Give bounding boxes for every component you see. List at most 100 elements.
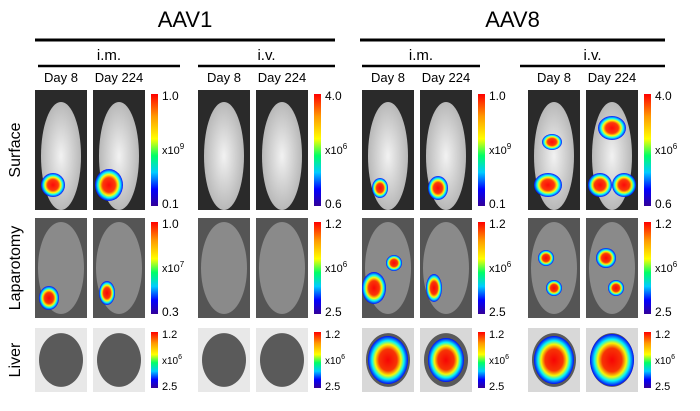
scale-max: 4.0	[325, 89, 342, 103]
scale-min: 2.5	[325, 381, 340, 393]
scale-unit: x106	[655, 142, 678, 157]
signal	[546, 280, 562, 296]
scale-exp: 6	[343, 260, 348, 269]
scale-base: x10	[489, 145, 507, 157]
scale-max: 4.0	[655, 89, 672, 103]
scale-unit: x109	[489, 142, 512, 157]
signal	[372, 178, 388, 198]
scale-max: 1.2	[655, 329, 670, 341]
mouse-body	[204, 102, 244, 210]
scale-base: x10	[162, 356, 179, 367]
day-label: Day 8	[537, 70, 571, 85]
colorbar	[151, 94, 158, 206]
scale-base: x10	[489, 263, 507, 275]
colorbar	[314, 332, 321, 388]
colorbar	[478, 222, 485, 314]
scale-max: 1.2	[655, 217, 672, 231]
signal	[534, 336, 574, 384]
scale-unit: x106	[489, 354, 509, 367]
signal	[426, 274, 442, 302]
day-label: Day 224	[258, 70, 306, 85]
mouse-body	[423, 222, 469, 314]
colorbar	[314, 94, 321, 206]
scale-unit: x106	[325, 142, 348, 157]
group-title: AAV8	[485, 7, 540, 32]
signal	[386, 255, 402, 271]
scale-unit: x106	[162, 354, 182, 367]
signal	[368, 336, 408, 384]
scale-min: 0.6	[325, 197, 342, 211]
mouse-body	[201, 222, 247, 314]
signal	[428, 338, 464, 382]
colorbar	[644, 332, 651, 388]
scale-max: 1.0	[162, 89, 179, 103]
day-label: Day 224	[588, 70, 636, 85]
row-label: Surface	[7, 122, 24, 177]
scale-exp: 6	[178, 354, 182, 361]
scale-max: 1.0	[489, 89, 506, 103]
signal	[612, 173, 636, 197]
mouse-body	[262, 102, 302, 210]
scale-unit: x107	[162, 260, 185, 275]
scale-min: 2.5	[162, 381, 177, 393]
scale-max: 1.2	[489, 217, 506, 231]
day-label: Day 8	[44, 70, 78, 85]
signal	[542, 134, 562, 150]
scale-exp: 6	[343, 142, 348, 151]
liver	[260, 333, 304, 387]
scale-exp: 7	[180, 260, 185, 269]
scale-min: 0.6	[655, 197, 672, 211]
scale-base: x10	[325, 356, 342, 367]
signal	[428, 176, 448, 200]
scale-base: x10	[489, 356, 506, 367]
colorbar	[478, 94, 485, 206]
signal	[41, 173, 65, 197]
liver	[202, 333, 246, 387]
day-label: Day 224	[95, 70, 143, 85]
route-label: i.v.	[583, 47, 601, 64]
scale-base: x10	[655, 356, 672, 367]
scale-exp: 6	[505, 354, 509, 361]
signal	[608, 280, 624, 296]
scale-base: x10	[162, 145, 180, 157]
scale-max: 1.2	[162, 329, 177, 341]
scale-min: 2.5	[489, 381, 504, 393]
signal	[590, 334, 634, 386]
signal	[95, 169, 123, 201]
scale-unit: x106	[655, 354, 675, 367]
row-label: Liver	[7, 342, 24, 377]
signal	[534, 173, 562, 197]
scale-base: x10	[325, 263, 343, 275]
colorbar	[644, 222, 651, 314]
day-label: Day 8	[371, 70, 405, 85]
route-label: i.m.	[97, 47, 121, 64]
colorbar	[151, 332, 158, 388]
scale-unit: x109	[162, 142, 185, 157]
scale-base: x10	[655, 145, 673, 157]
scale-unit: x106	[489, 260, 512, 275]
scale-base: x10	[162, 263, 180, 275]
colorbar	[478, 332, 485, 388]
scale-max: 1.2	[325, 217, 342, 231]
row-label: Laparotomy	[7, 226, 24, 311]
route-label: i.m.	[409, 47, 433, 64]
signal	[538, 250, 554, 266]
group-title: AAV1	[158, 7, 213, 32]
liver	[97, 333, 141, 387]
scale-unit: x106	[325, 260, 348, 275]
scale-min: 2.5	[325, 305, 342, 319]
scale-unit: x106	[655, 260, 678, 275]
signal	[99, 281, 115, 305]
scale-exp: 6	[671, 354, 675, 361]
signal	[588, 173, 612, 197]
colorbar	[644, 94, 651, 206]
colorbar	[151, 222, 158, 314]
scale-exp: 6	[341, 354, 345, 361]
scale-base: x10	[325, 145, 343, 157]
colorbar	[314, 222, 321, 314]
signal	[596, 248, 616, 268]
scale-min: 2.5	[655, 305, 672, 319]
day-label: Day 224	[422, 70, 470, 85]
mouse-body	[259, 222, 305, 314]
